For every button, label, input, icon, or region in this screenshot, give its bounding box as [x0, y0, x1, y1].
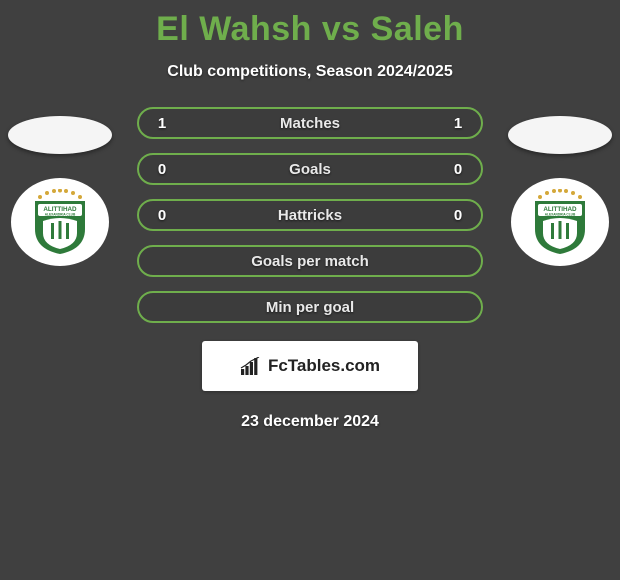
stats-list: 1 Matches 1 0 Goals 0 0 Hattricks 0 Goal…: [70, 107, 550, 431]
player-avatar-right: [508, 116, 612, 154]
svg-text:ALEXANDRIA CLUB: ALEXANDRIA CLUB: [45, 212, 76, 216]
stat-right-value: 0: [449, 161, 467, 178]
player-avatar-left: [8, 116, 112, 154]
stat-row-goals: 0 Goals 0: [137, 153, 483, 185]
club-crest-icon: ALITTIHAD ALEXANDRIA CLUB: [23, 189, 97, 255]
club-badge-left: ALITTIHAD ALEXANDRIA CLUB: [11, 178, 109, 266]
stat-label: Goals per match: [251, 253, 369, 270]
stat-right-value: 1: [449, 115, 467, 132]
svg-text:ALEXANDRIA CLUB: ALEXANDRIA CLUB: [545, 212, 576, 216]
stat-label: Hattricks: [278, 207, 342, 224]
watermark-logo: FcTables.com: [202, 341, 418, 391]
stat-row-min-per-goal: Min per goal: [137, 291, 483, 323]
stat-left-value: 1: [153, 115, 171, 132]
club-badge-right: ALITTIHAD ALEXANDRIA CLUB: [511, 178, 609, 266]
stat-right-value: 0: [449, 207, 467, 224]
watermark-text: FcTables.com: [268, 356, 380, 376]
stat-row-hattricks: 0 Hattricks 0: [137, 199, 483, 231]
stat-label: Matches: [280, 115, 340, 132]
club-crest-icon: ALITTIHAD ALEXANDRIA CLUB: [523, 189, 597, 255]
stat-left-value: 0: [153, 161, 171, 178]
date-text: 23 december 2024: [241, 413, 379, 431]
stat-label: Goals: [289, 161, 331, 178]
player-column-left: ALITTIHAD ALEXANDRIA CLUB: [0, 116, 120, 266]
player-column-right: ALITTIHAD ALEXANDRIA CLUB: [500, 116, 620, 266]
page-title: El Wahsh vs Saleh: [0, 0, 620, 49]
stat-row-goals-per-match: Goals per match: [137, 245, 483, 277]
stats-panel: 1 Matches 1 0 Goals 0 0 Hattricks 0 Goal…: [70, 107, 550, 431]
subtitle: Club competitions, Season 2024/2025: [0, 63, 620, 81]
bar-chart-icon: [240, 357, 262, 375]
stat-label: Min per goal: [266, 299, 354, 316]
stat-row-matches: 1 Matches 1: [137, 107, 483, 139]
stat-left-value: 0: [153, 207, 171, 224]
